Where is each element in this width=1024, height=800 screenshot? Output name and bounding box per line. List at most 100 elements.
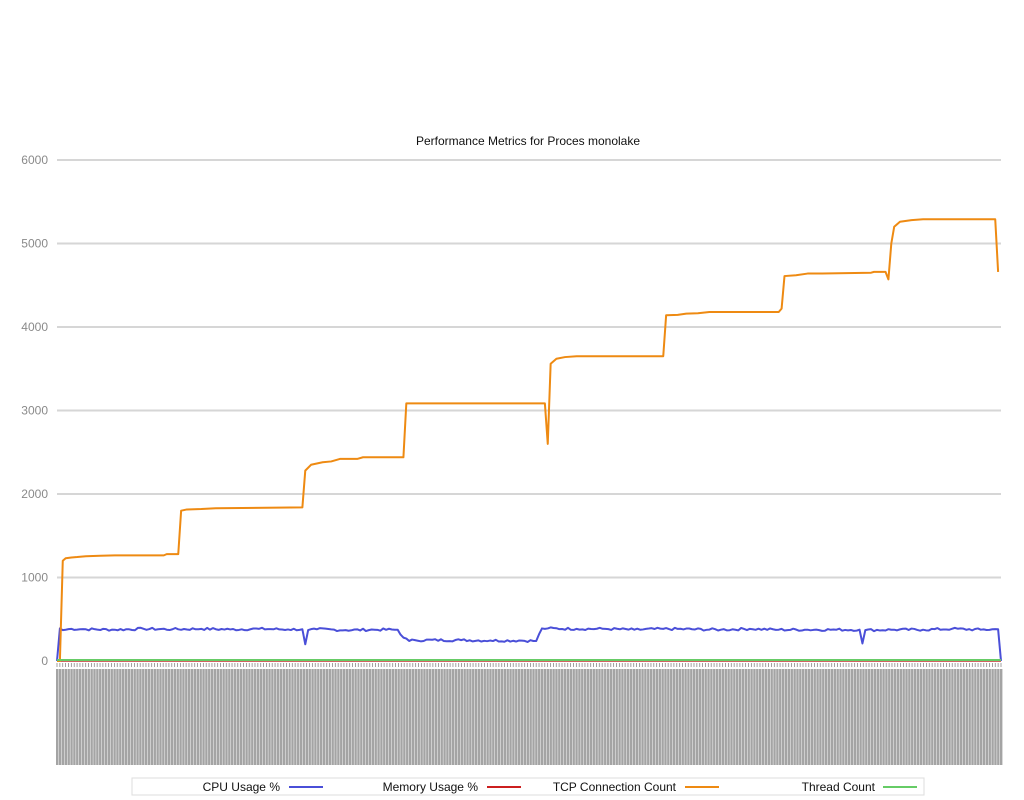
x-tick-label xyxy=(512,669,515,765)
x-tick-label xyxy=(76,669,79,765)
x-tick-label xyxy=(497,669,501,765)
x-tick-label xyxy=(598,669,601,765)
x-tick-label xyxy=(951,669,954,765)
x-tick-label xyxy=(560,669,564,765)
x-tick-label xyxy=(61,669,65,765)
x-tick-label xyxy=(78,669,82,765)
x-tick-label xyxy=(819,669,822,765)
x-tick-label xyxy=(167,669,171,765)
x-tick-label xyxy=(360,669,363,765)
x-tick-label xyxy=(297,669,300,765)
x-tick-label xyxy=(799,669,802,765)
x-tick-label xyxy=(934,669,937,765)
x-tick-label xyxy=(802,669,805,765)
x-tick-label xyxy=(578,669,581,765)
x-tick-label xyxy=(142,669,145,765)
x-tick-label xyxy=(282,669,286,765)
x-tick-label xyxy=(351,669,354,765)
x-tick-label xyxy=(968,669,971,765)
x-tick-label xyxy=(896,669,900,765)
x-tick-label xyxy=(233,669,237,765)
x-tick-label xyxy=(104,669,108,765)
x-tick-label xyxy=(856,669,859,765)
x-tick-label xyxy=(741,669,745,765)
x-tick-label xyxy=(451,669,455,765)
x-tick-label xyxy=(922,669,925,765)
y-tick-label: 2000 xyxy=(21,487,48,501)
x-tick-label xyxy=(601,669,604,765)
legend-label-memory[interactable]: Memory Usage % xyxy=(383,780,479,794)
x-tick-label xyxy=(58,669,62,765)
x-tick-label xyxy=(824,669,828,765)
x-tick-label xyxy=(977,669,980,765)
x-tick-label xyxy=(566,669,570,765)
x-tick-label xyxy=(954,669,957,765)
x-tick-label xyxy=(153,669,156,765)
x-tick-label xyxy=(572,669,575,765)
x-tick-label xyxy=(509,669,512,765)
x-tick-label xyxy=(185,669,188,765)
x-tick-label xyxy=(319,669,323,765)
x-tick-label xyxy=(908,669,911,765)
x-tick-label xyxy=(538,669,541,765)
x-tick-label xyxy=(190,669,194,765)
x-tick-label xyxy=(110,669,113,765)
x-tick-label xyxy=(503,669,507,765)
x-tick-label xyxy=(859,669,862,765)
x-tick-label xyxy=(704,669,707,765)
x-tick-label xyxy=(606,669,610,765)
x-tick-label xyxy=(942,669,946,765)
x-tick-label xyxy=(147,669,151,765)
x-tick-label xyxy=(288,669,291,765)
x-tick-label xyxy=(727,669,730,765)
x-tick-label xyxy=(833,669,836,765)
x-tick-label xyxy=(466,669,469,765)
x-tick-label xyxy=(170,669,174,765)
x-tick-label xyxy=(526,669,529,765)
x-tick-label xyxy=(256,669,260,765)
x-tick-label xyxy=(342,669,346,765)
x-tick-label xyxy=(624,669,627,765)
x-tick-label xyxy=(371,669,375,765)
x-tick-label xyxy=(311,669,314,765)
x-tick-label xyxy=(520,669,524,765)
y-axis: 0 1000 2000 3000 4000 5000 6000 xyxy=(21,153,48,668)
legend-label-thread[interactable]: Thread Count xyxy=(802,780,876,794)
x-tick-label xyxy=(626,669,630,765)
x-tick-label xyxy=(873,669,877,765)
x-tick-label xyxy=(420,669,423,765)
x-tick-label xyxy=(403,669,406,765)
x-tick-label xyxy=(902,669,905,765)
x-tick-label xyxy=(865,669,868,765)
x-tick-label xyxy=(750,669,753,765)
x-tick-label xyxy=(839,669,842,765)
x-tick-label xyxy=(790,669,793,765)
x-tick-label xyxy=(259,669,263,765)
x-tick-label xyxy=(380,669,383,765)
x-tick-label xyxy=(116,669,119,765)
x-tick-label xyxy=(276,669,280,765)
legend-label-cpu[interactable]: CPU Usage % xyxy=(203,780,281,794)
x-tick-label xyxy=(678,669,682,765)
x-tick-label xyxy=(408,669,412,765)
x-tick-label xyxy=(931,669,934,765)
x-tick-label xyxy=(84,669,88,765)
x-tick-label xyxy=(604,669,607,765)
x-tick-label xyxy=(73,669,76,765)
x-tick-label xyxy=(661,669,664,765)
x-tick-label xyxy=(796,669,799,765)
x-tick-label xyxy=(675,669,679,765)
x-tick-label xyxy=(621,669,624,765)
x-tick-label xyxy=(136,669,139,765)
x-tick-label xyxy=(248,669,251,765)
x-tick-label xyxy=(400,669,403,765)
x-tick-label xyxy=(549,669,552,765)
x-tick-label xyxy=(406,669,409,765)
x-tick-label xyxy=(291,669,294,765)
x-tick-label xyxy=(489,669,492,765)
x-tick-label xyxy=(882,669,885,765)
legend-label-tcp[interactable]: TCP Connection Count xyxy=(553,780,677,794)
x-tick-label xyxy=(348,669,352,765)
x-tick-label xyxy=(994,669,997,765)
y-tick-label: 4000 xyxy=(21,320,48,334)
